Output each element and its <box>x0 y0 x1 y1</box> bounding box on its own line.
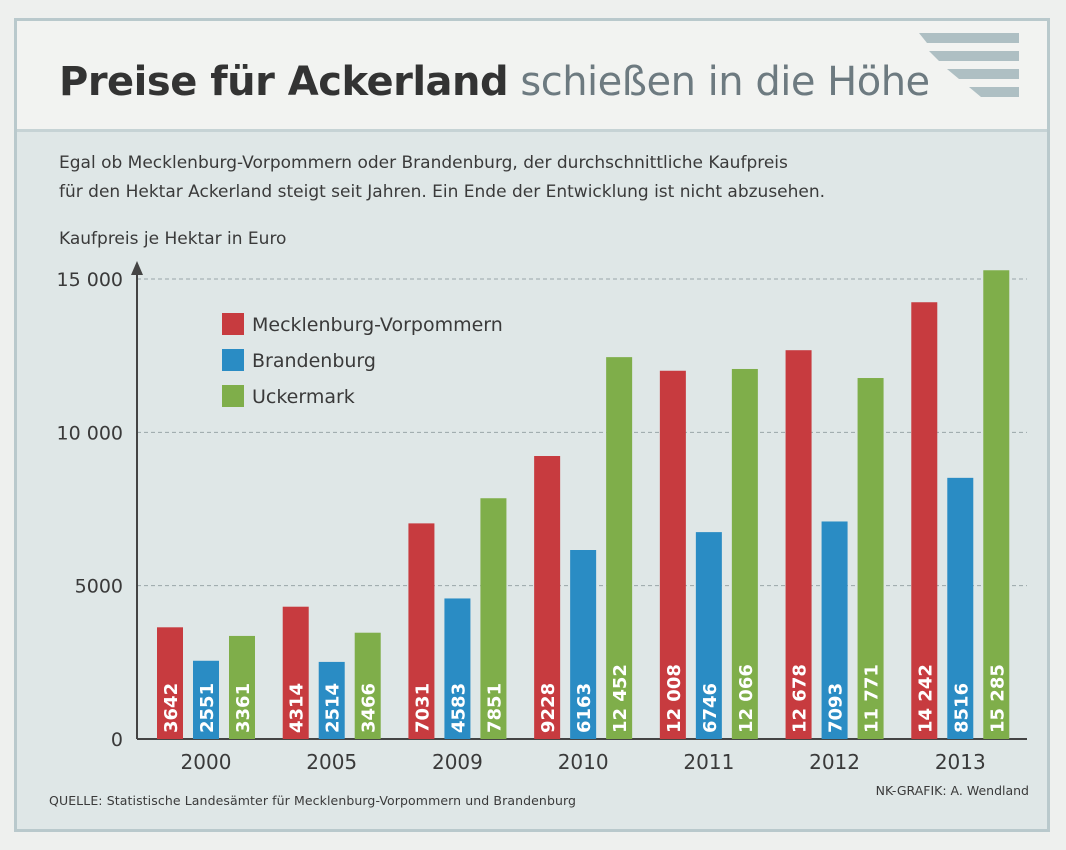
bar-value-label: 15 285 <box>987 664 1008 733</box>
bar <box>659 370 686 739</box>
legend-swatch <box>222 349 244 371</box>
bar <box>821 521 848 739</box>
x-tick-label: 2010 <box>558 750 609 774</box>
x-tick-label: 2011 <box>683 750 734 774</box>
bar-value-label: 12 452 <box>610 664 631 733</box>
chart-title: Preise für Ackerland schießen in die Höh… <box>59 59 930 105</box>
bar <box>857 378 884 739</box>
x-tick-label: 2000 <box>181 750 232 774</box>
bar-value-label: 8516 <box>951 683 972 733</box>
bar-value-label: 2514 <box>323 683 344 733</box>
bar-value-label: 12 066 <box>736 664 757 733</box>
bar-value-label: 7093 <box>826 683 847 733</box>
bar <box>911 302 938 739</box>
decorative-stripes-icon <box>919 33 1019 97</box>
legend-swatch <box>222 313 244 335</box>
title-bold: Preise für Ackerland <box>59 59 509 105</box>
bar <box>534 456 561 739</box>
bar-value-label: 2551 <box>197 683 218 733</box>
subtitle-line-1: Egal ob Mecklenburg-Vorpommern oder Bran… <box>59 153 788 173</box>
x-tick-label: 2009 <box>432 750 483 774</box>
x-tick-label: 2005 <box>306 750 357 774</box>
bar-value-label: 7851 <box>484 683 505 733</box>
y-tick-label: 10 000 <box>57 422 123 444</box>
bar <box>606 357 633 739</box>
bar-value-label: 3466 <box>359 683 380 733</box>
y-tick-label: 5000 <box>75 576 123 598</box>
y-tick-label: 0 <box>111 729 123 751</box>
bar <box>947 477 974 739</box>
bar-value-label: 6163 <box>574 683 595 733</box>
title-light: schießen in die Höhe <box>520 59 930 105</box>
bar <box>731 368 758 739</box>
bar <box>480 498 507 739</box>
chart-subtitle: Egal ob Mecklenburg-Vorpommern oder Bran… <box>59 149 825 207</box>
bar <box>193 660 219 739</box>
bar <box>785 350 812 739</box>
y-axis-title: Kaufpreis je Hektar in Euro <box>59 229 287 249</box>
bar <box>408 523 435 739</box>
y-axis-arrow-icon <box>131 261 143 275</box>
bar-value-label: 12 678 <box>790 664 811 733</box>
infographic-frame: Preise für Ackerland schießen in die Höh… <box>14 18 1050 832</box>
bar-value-label: 4314 <box>287 683 308 733</box>
y-tick-label: 15 000 <box>57 269 123 291</box>
bar-value-label: 4583 <box>448 683 469 733</box>
bar <box>354 632 381 739</box>
bar-value-label: 3642 <box>161 683 182 733</box>
bar-value-label: 11 771 <box>862 664 883 733</box>
bar-value-label: 14 242 <box>915 664 936 733</box>
legend-label: Mecklenburg-Vorpommern <box>252 314 503 336</box>
x-tick-label: 2013 <box>935 750 986 774</box>
bar <box>229 635 255 739</box>
bar-value-label: 12 008 <box>664 664 685 733</box>
bar <box>695 532 722 739</box>
graphic-credit: NK-GRAFIK: A. Wendland <box>875 783 1029 798</box>
legend-label: Uckermark <box>252 386 355 408</box>
subtitle-line-2: für den Hektar Ackerland steigt seit Jah… <box>59 182 826 202</box>
bar <box>983 270 1010 739</box>
bar <box>157 627 183 739</box>
bar <box>570 550 597 739</box>
legend-swatch <box>222 385 244 407</box>
bar-value-label: 3361 <box>233 683 254 733</box>
x-tick-label: 2012 <box>809 750 860 774</box>
bar-value-label: 9228 <box>538 683 559 733</box>
header: Preise für Ackerland schießen in die Höh… <box>17 21 1047 132</box>
source-note: QUELLE: Statistische Landesämter für Mec… <box>49 793 577 808</box>
bar-value-label: 6746 <box>700 683 721 733</box>
bar <box>282 606 309 739</box>
bar <box>444 598 471 739</box>
legend-label: Brandenburg <box>252 350 376 372</box>
bar-value-label: 7031 <box>412 683 433 733</box>
bar <box>318 661 345 739</box>
